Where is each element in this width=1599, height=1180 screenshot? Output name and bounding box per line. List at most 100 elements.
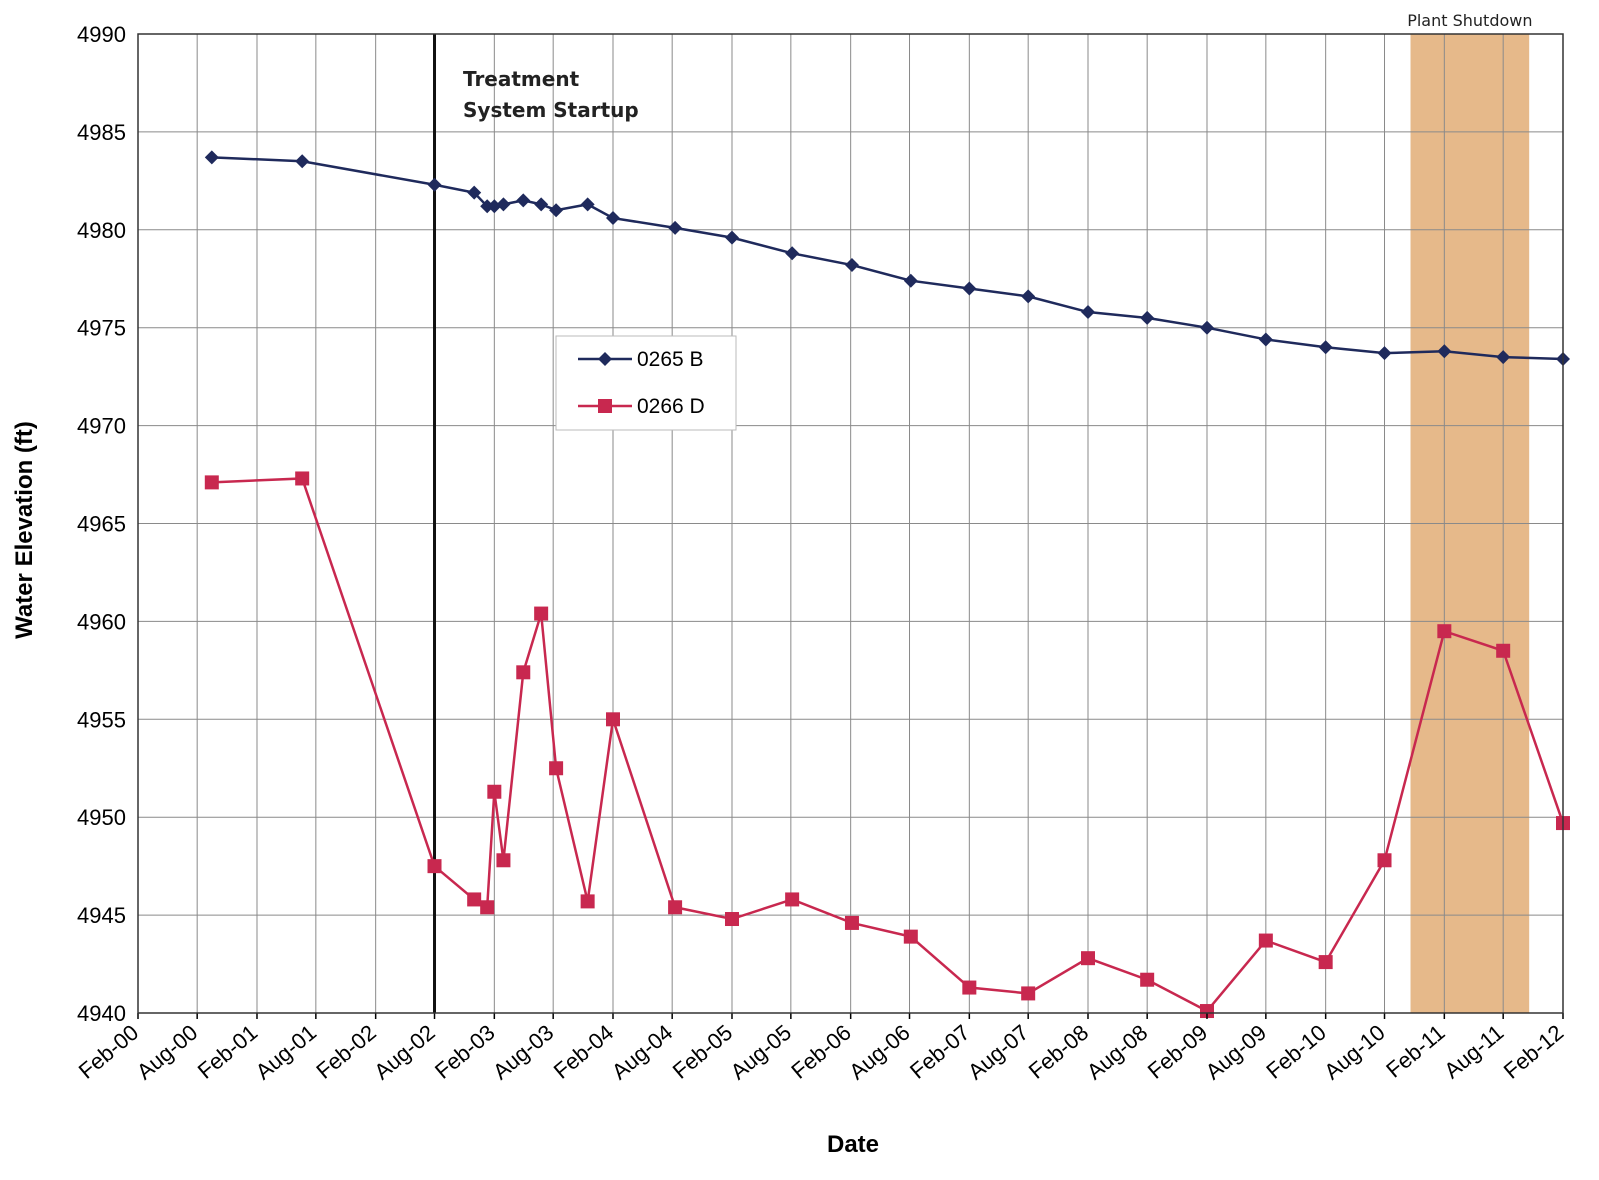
x-tick-label: Aug-07 <box>963 1020 1033 1085</box>
x-tick-label: Feb-00 <box>74 1020 143 1084</box>
data-point <box>1258 933 1273 948</box>
data-point <box>1437 624 1452 639</box>
x-tick-label: Feb-10 <box>1261 1020 1330 1084</box>
legend-marker-0265b <box>598 352 612 366</box>
data-point <box>903 929 918 944</box>
series-line <box>211 477 1565 1013</box>
data-point <box>427 859 442 874</box>
data-point <box>1081 951 1095 966</box>
data-point <box>480 199 495 214</box>
annotation-layer: Treatment System Startup <box>433 34 639 1013</box>
x-tick-label: Aug-04 <box>607 1020 677 1085</box>
y-tick-label: 4945 <box>77 903 126 928</box>
x-tick-label: Aug-05 <box>726 1020 796 1085</box>
data-point <box>903 273 918 288</box>
data-point <box>785 892 800 907</box>
data-point <box>516 665 531 680</box>
x-tick-label: Aug-03 <box>488 1020 558 1085</box>
x-tick-label: Feb-05 <box>668 1020 737 1084</box>
data-point <box>724 230 739 245</box>
data-point <box>487 784 502 799</box>
x-tick-label: Feb-06 <box>786 1020 855 1084</box>
y-tick-label: 4950 <box>77 805 126 830</box>
data-point <box>844 915 859 930</box>
data-point <box>1140 310 1155 325</box>
data-point <box>496 197 511 212</box>
y-tick-label: 4965 <box>77 512 126 537</box>
x-tick-label: Feb-11 <box>1381 1020 1449 1083</box>
x-tick-label: Feb-04 <box>549 1020 618 1084</box>
data-point <box>1021 289 1036 304</box>
data-point <box>1081 305 1095 320</box>
legend-label-0266d: 0266 D <box>637 395 705 418</box>
data-point <box>962 980 977 995</box>
data-point <box>1437 344 1452 359</box>
data-point <box>724 912 739 927</box>
data-point <box>534 197 549 212</box>
data-point <box>534 606 549 621</box>
x-tick-label: Feb-03 <box>430 1020 499 1084</box>
data-point <box>1258 332 1273 347</box>
y-tick-label: 4990 <box>77 22 126 47</box>
data-point <box>496 853 511 868</box>
data-point <box>1199 320 1214 335</box>
data-point <box>204 150 219 165</box>
series-layer <box>204 150 1570 1019</box>
series-1 <box>204 471 1570 1019</box>
plot-frame <box>137 33 1564 1014</box>
y-tick-label: 4960 <box>77 609 126 634</box>
data-point <box>1377 346 1392 361</box>
data-point <box>295 154 310 169</box>
x-tick-label: Aug-08 <box>1082 1020 1152 1085</box>
data-point <box>1140 972 1155 987</box>
grid-layer <box>137 33 1564 1014</box>
axes-layer: 4940 4945 4950 4955 4960 4965 4970 4975 4980 4985… <box>74 22 1568 1084</box>
legend-box <box>555 335 737 431</box>
data-point <box>580 197 595 212</box>
x-tick-label: Aug-09 <box>1201 1020 1271 1085</box>
series-0 <box>204 150 1570 367</box>
legend-marker-0266d <box>598 399 612 413</box>
data-point <box>516 193 531 208</box>
data-point <box>668 900 683 915</box>
y-axis-title: Water Elevation (ft) <box>11 421 38 639</box>
x-tick-label: Aug-02 <box>369 1020 439 1085</box>
data-point <box>549 761 564 776</box>
data-point <box>1496 643 1511 658</box>
x-axis-title: Date <box>827 1131 879 1158</box>
data-point <box>467 185 482 200</box>
data-point <box>1021 986 1036 1001</box>
startup-label: Treatment <box>463 67 580 91</box>
legend-label-0265b: 0265 B <box>637 348 704 371</box>
x-tick-label: Feb-02 <box>311 1020 380 1084</box>
data-point <box>467 892 482 907</box>
data-point <box>1318 955 1333 970</box>
data-point <box>427 177 442 192</box>
x-tick-label: Feb-12 <box>1499 1020 1568 1084</box>
startup-label: System Startup <box>463 98 639 122</box>
data-point <box>668 220 683 235</box>
x-tick-label: Feb-07 <box>905 1020 974 1084</box>
data-point <box>295 471 310 486</box>
data-point <box>844 258 859 273</box>
legend: 0265 B 0266 D <box>555 335 737 431</box>
x-tick-label: Aug-10 <box>1319 1020 1389 1085</box>
y-tick-label: 4970 <box>77 414 126 439</box>
y-tick-label: 4940 <box>77 1001 126 1026</box>
data-point <box>962 281 977 296</box>
data-point <box>606 211 620 226</box>
data-point <box>480 900 495 915</box>
x-tick-label: Aug-11 <box>1439 1020 1508 1084</box>
shutdown-label: Plant Shutdown <box>1407 11 1532 30</box>
y-tick-label: 4975 <box>77 316 126 341</box>
shutdown-band-layer: Plant Shutdown <box>1407 11 1532 1013</box>
x-tick-label: Aug-01 <box>251 1020 321 1085</box>
x-tick-label: Feb-09 <box>1143 1020 1212 1084</box>
x-tick-label: Feb-01 <box>193 1020 262 1084</box>
data-point <box>1318 340 1333 355</box>
x-tick-label: Aug-06 <box>844 1020 914 1085</box>
data-point <box>1199 1004 1214 1019</box>
data-point <box>1377 853 1392 868</box>
data-point <box>549 203 564 218</box>
